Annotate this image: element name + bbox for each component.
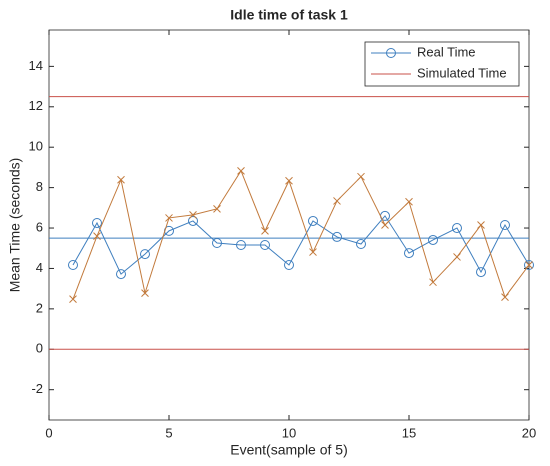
legend-box <box>364 41 520 87</box>
chart-title: Idle time of task 1 <box>230 7 348 23</box>
y-tick-label: 12 <box>29 98 43 113</box>
point <box>429 278 437 287</box>
y-axis-label: Mean Time (seconds) <box>7 158 23 293</box>
point <box>405 197 413 206</box>
point <box>356 238 366 249</box>
y-tick-label: 2 <box>36 300 43 315</box>
point <box>428 234 438 245</box>
point <box>260 240 270 251</box>
point <box>525 261 533 269</box>
point <box>524 260 534 271</box>
point <box>69 295 77 304</box>
point <box>165 214 173 222</box>
x-tick-label: 15 <box>402 425 416 440</box>
x-tick-label: 10 <box>282 425 296 440</box>
plot-area <box>48 29 530 421</box>
y-tick-label: 8 <box>36 179 43 194</box>
point <box>68 260 78 271</box>
x-tick-label: 5 <box>165 425 172 440</box>
point <box>92 217 102 228</box>
x-axis-label: Event(sample of 5) <box>230 442 348 458</box>
point <box>477 221 485 229</box>
point <box>140 249 150 260</box>
x-tick-label: 20 <box>522 425 536 440</box>
point <box>237 166 245 175</box>
point <box>285 176 293 185</box>
point <box>404 248 414 259</box>
point <box>189 211 197 219</box>
point <box>452 223 462 234</box>
point <box>93 232 101 240</box>
point <box>117 175 125 184</box>
point <box>333 197 341 205</box>
point <box>501 293 509 301</box>
y-tick-label: 4 <box>36 260 43 275</box>
point <box>188 215 198 226</box>
y-tick-label: -2 <box>31 381 43 396</box>
point <box>284 260 294 271</box>
point <box>357 172 365 181</box>
legend-label: Real Time <box>417 44 476 59</box>
series-line <box>72 169 530 300</box>
point <box>309 248 317 256</box>
point <box>453 253 461 261</box>
legend-marker <box>386 48 396 58</box>
legend-label: Simulated Time <box>417 65 507 80</box>
point <box>476 267 486 278</box>
y-tick-label: 6 <box>36 219 43 234</box>
point <box>236 240 246 251</box>
point <box>261 227 269 235</box>
point <box>116 269 126 280</box>
y-tick-label: 14 <box>29 58 43 73</box>
y-tick-label: 0 <box>36 341 43 356</box>
point <box>141 289 149 297</box>
point <box>308 215 318 226</box>
point <box>381 221 389 229</box>
point <box>332 231 342 242</box>
y-tick-label: 10 <box>29 139 43 154</box>
point <box>213 204 221 213</box>
point <box>500 220 510 230</box>
point <box>212 237 222 248</box>
x-tick-label: 0 <box>45 425 52 440</box>
